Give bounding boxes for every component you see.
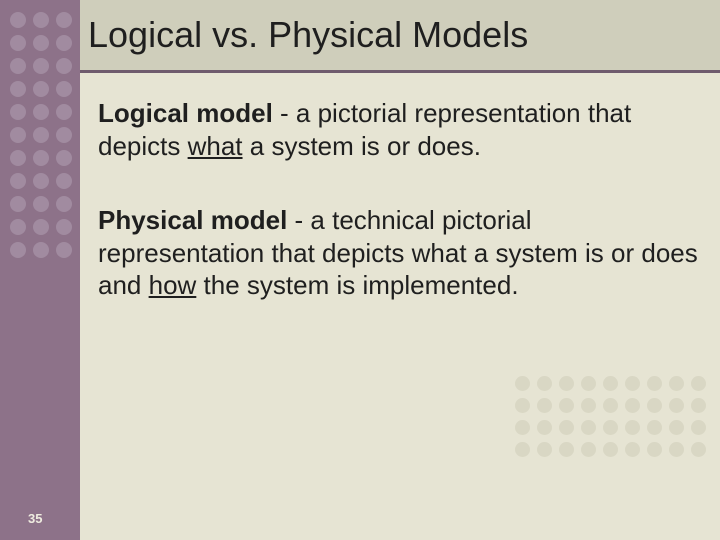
decorative-dot [10,242,26,258]
decorative-dot [10,104,26,120]
decorative-dot [56,81,72,97]
slide-title: Logical vs. Physical Models [88,14,528,56]
decorative-dot [559,398,574,413]
decorative-dot [515,420,530,435]
decorative-dot [515,398,530,413]
decorative-dot [33,35,49,51]
content-area: Logical model - a pictorial representati… [80,73,720,540]
decorative-dot [33,173,49,189]
title-band: Logical vs. Physical Models [80,0,720,70]
paragraph-physical: Physical model - a technical pictorial r… [98,204,700,302]
decorative-dot [603,376,618,391]
decorative-dot [56,104,72,120]
decorative-dot [647,442,662,457]
decorative-dot [691,442,706,457]
decorative-dot [581,420,596,435]
paragraph-logical: Logical model - a pictorial representati… [98,97,700,162]
decorative-dot [669,420,684,435]
decorative-dot [581,398,596,413]
decorative-dot [56,173,72,189]
decorative-dot [625,442,640,457]
slide: Logical vs. Physical Models Logical mode… [0,0,720,540]
term-physical: Physical model [98,205,287,235]
decorative-dot [669,376,684,391]
decorative-dot [33,219,49,235]
decorative-dot [537,420,552,435]
decorative-dot [33,150,49,166]
decorative-dot [669,398,684,413]
decorative-dot [33,12,49,28]
decorative-dot [669,442,684,457]
decorative-dot [56,242,72,258]
decorative-dot [515,376,530,391]
decorative-dot [537,442,552,457]
decorative-dot [581,376,596,391]
decorative-dot [10,12,26,28]
decorative-dot [56,127,72,143]
decorative-dot [33,81,49,97]
decorative-dot [603,398,618,413]
term-logical: Logical model [98,98,273,128]
decorative-dot [537,376,552,391]
text: the system is implemented. [196,270,518,300]
decorative-dot [581,442,596,457]
decorative-dot [603,442,618,457]
decorative-dot [33,242,49,258]
decorative-dot [625,420,640,435]
decorative-dot [10,150,26,166]
decorative-dot [647,420,662,435]
underline-how: how [149,270,197,300]
text: a system is or does. [243,131,481,161]
decorative-dot [10,127,26,143]
decorative-dot [691,420,706,435]
decorative-dot [515,442,530,457]
decorative-dot [625,398,640,413]
decorative-dot [10,81,26,97]
decorative-dot [33,104,49,120]
decorative-dot [56,35,72,51]
decorative-dot [56,12,72,28]
underline-what: what [188,131,243,161]
decorative-dot [691,376,706,391]
dots-bottom-right [515,376,706,464]
decorative-dot [647,398,662,413]
decorative-dot [559,376,574,391]
decorative-dot [10,58,26,74]
decorative-dot [56,150,72,166]
decorative-dot [33,58,49,74]
decorative-dot [10,173,26,189]
decorative-dot [33,127,49,143]
decorative-dot [603,420,618,435]
decorative-dot [625,376,640,391]
decorative-dot [56,219,72,235]
decorative-dot [33,196,49,212]
decorative-dot [647,376,662,391]
decorative-dot [10,196,26,212]
decorative-dot [10,35,26,51]
decorative-dot [10,219,26,235]
decorative-dot [559,442,574,457]
decorative-dot [56,196,72,212]
page-number: 35 [28,511,42,526]
decorative-dot [56,58,72,74]
decorative-dot [559,420,574,435]
decorative-dot [537,398,552,413]
dots-top-left [10,12,72,265]
decorative-dot [691,398,706,413]
